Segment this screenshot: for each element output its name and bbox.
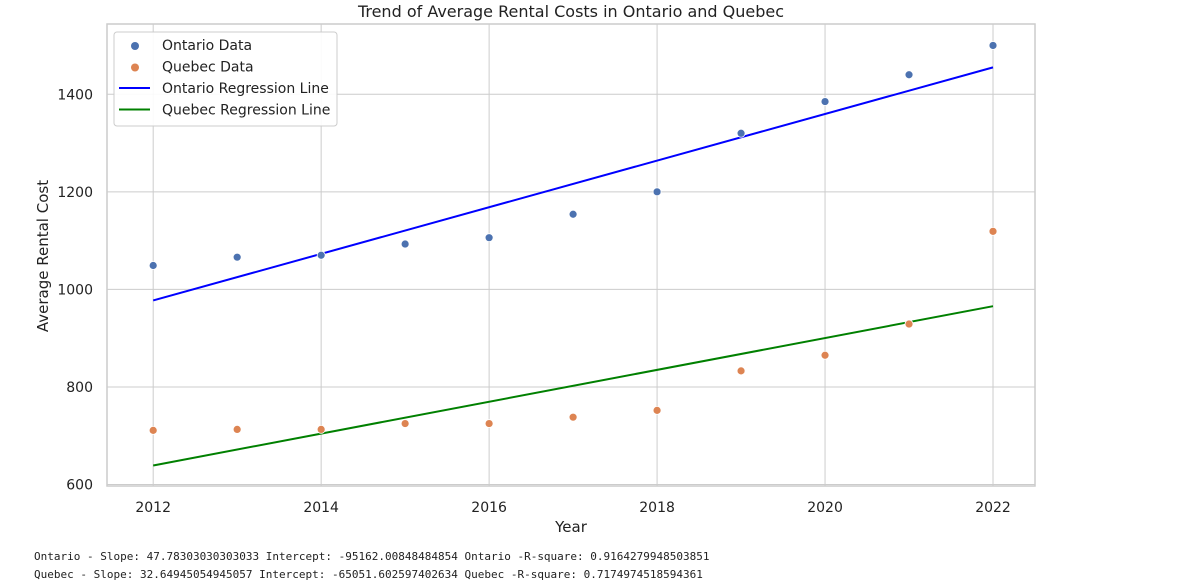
ontario-data-point bbox=[232, 252, 242, 262]
legend-marker-ontario-data bbox=[131, 42, 139, 50]
ontario-data-point bbox=[316, 250, 326, 260]
series-layer bbox=[148, 41, 998, 467]
quebec-data-point bbox=[484, 419, 494, 428]
quebec-data-point bbox=[568, 412, 578, 422]
quebec-regression-line bbox=[153, 305, 994, 467]
quebec-data-point bbox=[988, 226, 998, 236]
quebec-data-point bbox=[400, 419, 410, 428]
ontario-data-point bbox=[148, 261, 158, 270]
quebec-data-point bbox=[736, 366, 746, 376]
legend: Ontario Data Quebec Data Ontario Regressio… bbox=[113, 31, 338, 127]
x-tick-label: 2016 bbox=[471, 500, 507, 516]
ontario-data-point bbox=[736, 128, 746, 138]
x-axis-label: Year bbox=[554, 518, 588, 536]
legend-label-quebec-regression-line: Quebec Regression Line bbox=[162, 103, 330, 119]
ontario-data-point bbox=[820, 97, 830, 106]
y-tick-label: 1200 bbox=[57, 185, 93, 201]
x-tick-label: 2022 bbox=[975, 500, 1011, 516]
ontario-data-point bbox=[400, 239, 410, 249]
ontario-data-point bbox=[484, 233, 494, 243]
chart: 2012 2014 2016 2018 2020 2022 600 800 1000 1200 14… bbox=[34, 2, 1036, 536]
ticks: 2012 2014 2016 2018 2020 2022 600 800 1000 1200 14… bbox=[57, 87, 1010, 516]
legend-marker-quebec-data bbox=[131, 63, 139, 72]
y-tick-label: 1400 bbox=[57, 87, 93, 103]
x-tick-label: 2014 bbox=[303, 500, 339, 516]
x-tick-label: 2018 bbox=[639, 500, 675, 516]
quebec-data-point bbox=[820, 350, 830, 360]
y-tick-label: 1000 bbox=[57, 282, 93, 298]
ontario-regression-line bbox=[152, 66, 994, 302]
legend-label-ontario-regression-line: Ontario Regression Line bbox=[162, 81, 329, 97]
quebec-data-point bbox=[316, 425, 326, 434]
x-tick-label: 2012 bbox=[135, 500, 171, 516]
ontario-data-point bbox=[904, 70, 914, 80]
y-axis-label: Average Rental Cost bbox=[34, 180, 52, 332]
y-tick-label: 800 bbox=[66, 380, 93, 396]
quebec-regression-stats: Quebec - Slope: 32.64945054945057 Interc… bbox=[34, 568, 703, 581]
ontario-data-point bbox=[988, 41, 998, 50]
legend-box bbox=[113, 31, 338, 127]
plot-frame bbox=[106, 23, 1036, 487]
ontario-regression-stats: Ontario - Slope: 47.78303030303033 Inter… bbox=[34, 550, 710, 563]
ontario-data-point bbox=[652, 187, 662, 197]
legend-label-quebec-data: Quebec Data bbox=[162, 60, 254, 76]
chart-title: Trend of Average Rental Costs in Ontario… bbox=[357, 2, 784, 21]
quebec-data-point bbox=[148, 425, 158, 435]
quebec-data-point bbox=[232, 425, 242, 434]
legend-label-ontario-data: Ontario Data bbox=[162, 38, 252, 54]
quebec-data-point bbox=[652, 405, 662, 415]
y-tick-label: 600 bbox=[66, 478, 93, 494]
x-tick-label: 2020 bbox=[807, 500, 843, 516]
quebec-data-point bbox=[904, 319, 914, 329]
ontario-data-point bbox=[568, 209, 578, 219]
